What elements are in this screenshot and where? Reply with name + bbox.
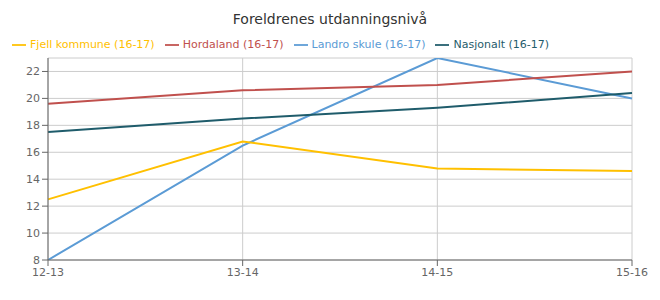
- svg-text:16: 16: [26, 146, 40, 159]
- svg-text:22: 22: [26, 65, 40, 78]
- svg-text:14: 14: [26, 173, 40, 186]
- svg-text:12: 12: [26, 200, 40, 213]
- html-text:Hordaland (16-17): Hordaland (16-17): [182, 38, 284, 51]
- html-text:Nasjonalt (16-17): Nasjonalt (16-17): [453, 38, 550, 51]
- html-text:Landro skule (16-17): Landro skule (16-17): [311, 38, 426, 51]
- svg-text:14-15: 14-15: [421, 266, 453, 279]
- svg-text:12-13: 12-13: [32, 266, 64, 279]
- html-text:Foreldrenes utdanningsnivå: Foreldrenes utdanningsnivå: [232, 11, 428, 27]
- svg-text:10: 10: [26, 227, 40, 240]
- svg-text:8: 8: [33, 254, 40, 267]
- svg-text:13-14: 13-14: [227, 266, 259, 279]
- svg-text:20: 20: [26, 92, 40, 105]
- svg-text:15-16: 15-16: [616, 266, 648, 279]
- html-text:Fjell kommune (16-17): Fjell kommune (16-17): [30, 38, 155, 51]
- svg-text:18: 18: [26, 119, 40, 132]
